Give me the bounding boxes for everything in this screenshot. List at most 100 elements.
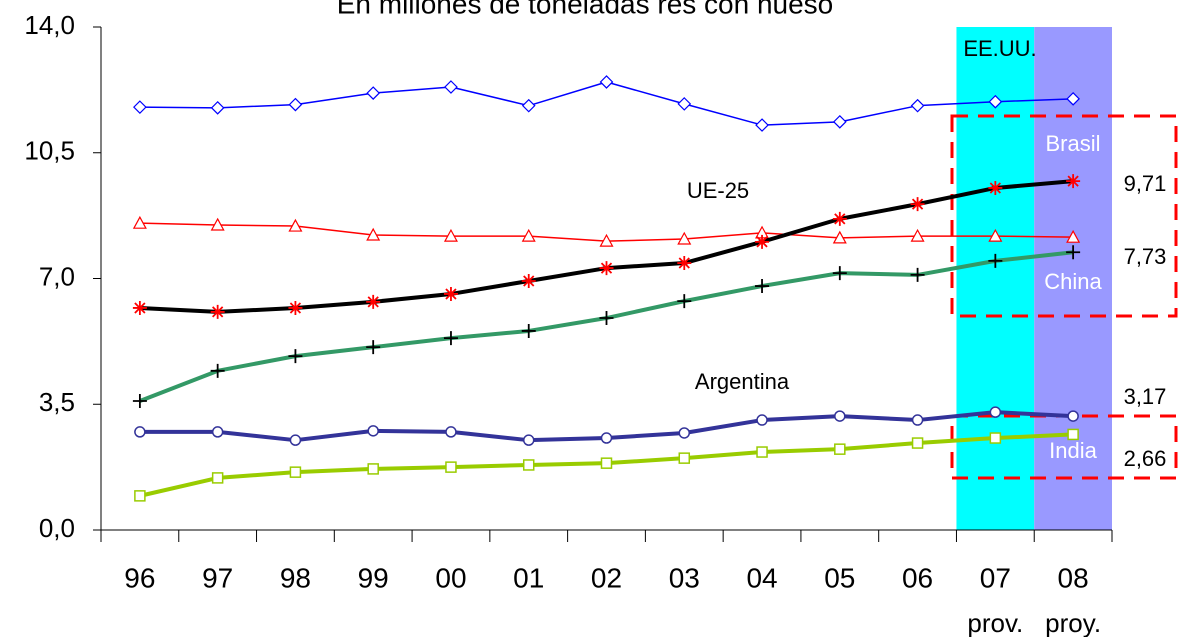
point — [910, 228, 925, 242]
point — [443, 331, 458, 346]
point — [910, 98, 925, 113]
point — [988, 180, 1003, 195]
y-tick-label: 10,5 — [24, 136, 75, 166]
point — [678, 452, 691, 464]
point — [677, 294, 692, 309]
x-tick-label: 03 — [669, 562, 700, 593]
series-label: UE-25 — [687, 178, 749, 203]
point — [210, 304, 225, 319]
x-tick-label: 07 — [980, 562, 1011, 593]
point — [210, 100, 225, 115]
point — [134, 490, 146, 502]
point — [911, 414, 924, 426]
point — [288, 300, 303, 315]
bands — [956, 27, 1112, 530]
value-label: 3,17 — [1124, 384, 1167, 409]
x-tick-label: 01 — [513, 562, 544, 593]
y-tick-label: 14,0 — [24, 10, 75, 40]
point — [832, 211, 847, 226]
point — [988, 228, 1003, 242]
point — [1067, 428, 1079, 441]
point — [522, 459, 535, 471]
highlight-box — [950, 114, 1178, 318]
point — [600, 432, 613, 444]
point — [289, 466, 302, 478]
point — [678, 427, 691, 439]
point — [988, 94, 1003, 109]
point — [443, 228, 458, 242]
series-label: Argentina — [695, 369, 790, 394]
point — [443, 286, 458, 301]
point — [211, 426, 224, 438]
point — [599, 233, 614, 247]
point — [1066, 245, 1081, 260]
series-label: India — [1049, 438, 1097, 463]
x-tick-label: 08 — [1058, 562, 1089, 593]
series-label: EE.UU. — [963, 36, 1036, 61]
point — [366, 227, 381, 241]
point — [288, 97, 303, 112]
point — [756, 414, 768, 426]
point — [832, 115, 847, 129]
point — [834, 410, 846, 422]
point — [288, 218, 303, 232]
point — [445, 461, 457, 473]
x-tick-label: 05 — [824, 562, 855, 593]
point — [444, 80, 458, 94]
point — [677, 256, 692, 271]
point — [132, 394, 147, 409]
point — [133, 100, 147, 114]
x-tick-label: 02 — [591, 562, 622, 593]
highlight-band — [956, 27, 1035, 530]
point — [910, 267, 925, 282]
point — [1067, 410, 1079, 422]
point — [832, 230, 847, 244]
point — [522, 434, 535, 446]
x-tick-label: 97 — [202, 562, 233, 593]
point — [367, 463, 379, 475]
point — [599, 261, 614, 276]
point — [910, 197, 925, 212]
point — [366, 294, 381, 309]
point — [289, 434, 302, 446]
y-tick-label: 3,5 — [39, 387, 75, 417]
point — [288, 349, 303, 364]
point — [989, 432, 1002, 444]
point — [367, 425, 379, 437]
y-tick-label: 7,0 — [39, 261, 75, 291]
point — [755, 279, 770, 294]
point — [1066, 174, 1081, 189]
value-label: 7,73 — [1124, 244, 1167, 269]
point — [677, 97, 692, 111]
highlight-band — [1034, 27, 1112, 530]
series-label: China — [1044, 269, 1102, 294]
point — [1066, 92, 1080, 106]
x-tick-label: 04 — [746, 562, 777, 593]
point — [600, 457, 613, 469]
point — [677, 231, 692, 245]
point — [755, 234, 770, 249]
point — [989, 406, 1002, 418]
x-tick-label: 00 — [435, 562, 466, 593]
point — [756, 446, 768, 458]
x-tick-label: 98 — [280, 562, 311, 593]
point — [132, 215, 147, 229]
point — [210, 363, 225, 378]
point — [366, 340, 381, 355]
point — [521, 98, 536, 113]
point — [599, 75, 614, 89]
point — [211, 472, 224, 484]
x-note: prov. — [967, 608, 1023, 637]
point — [445, 426, 457, 438]
point — [210, 217, 225, 231]
x-tick-label: 06 — [902, 562, 933, 593]
point — [988, 253, 1003, 268]
point — [832, 266, 847, 281]
x-tick-label: 99 — [358, 562, 389, 593]
point — [521, 274, 536, 289]
x-note: proy. — [1045, 608, 1101, 637]
point — [599, 311, 614, 326]
point — [134, 426, 146, 438]
